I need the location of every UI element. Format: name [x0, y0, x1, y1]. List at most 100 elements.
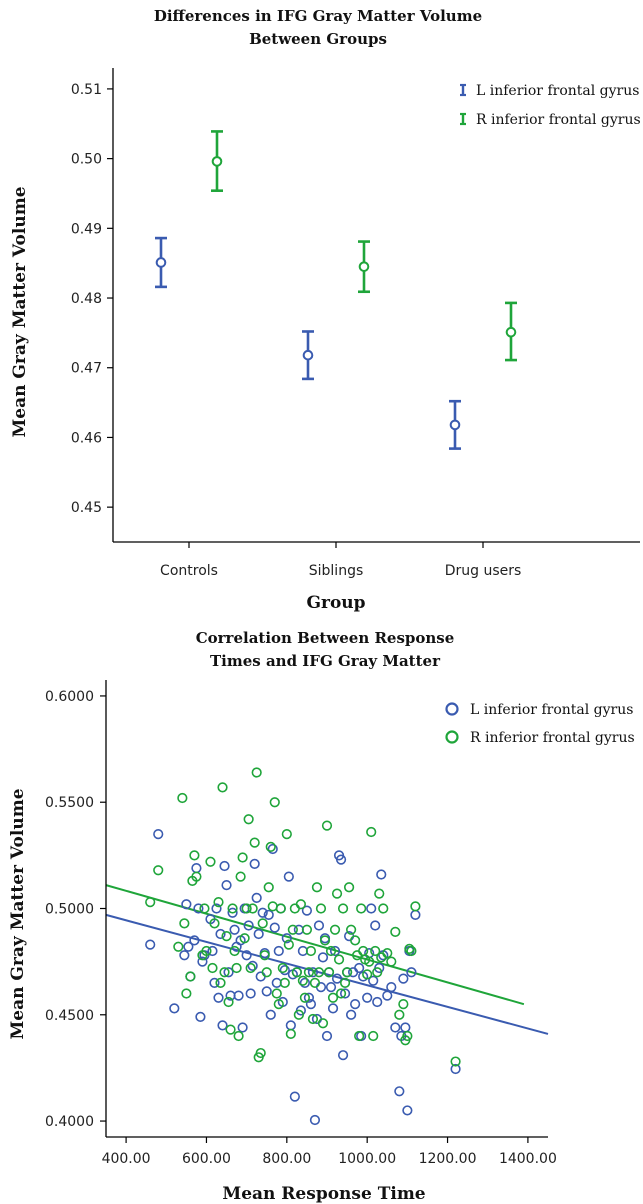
scatter-point-R-60: [301, 924, 313, 935]
chart2-legend-L-marker: [445, 702, 459, 716]
scatter-point-R-28: [237, 852, 248, 863]
scatter-point-R-107: [410, 901, 421, 912]
scatter-point-R-76: [333, 954, 345, 965]
chart2-x-title: Mean Response Time: [222, 1184, 425, 1204]
scatter-point-L-91: [366, 903, 377, 914]
chart2-x-tick-label-2: 800.00: [262, 1151, 311, 1167]
errorbar-mean-point: [505, 326, 517, 338]
scatter-point-R-29: [239, 933, 250, 944]
scatter-point-R-32: [245, 962, 256, 974]
scatter-point-R-38: [257, 918, 268, 929]
scatter-point-L-89: [362, 992, 373, 1003]
chart2-legend: L inferior frontal gyrus R inferior fron…: [445, 702, 635, 746]
scatter-point-L-2: [169, 1003, 180, 1014]
scatter-point-R-9: [191, 871, 202, 882]
scatter-point-R-69: [319, 935, 331, 946]
scatter-point-L-9: [193, 903, 204, 914]
scatter-point-R-53: [287, 924, 298, 935]
scatter-point-R-2: [173, 941, 184, 952]
scatter-point-R-5: [181, 988, 192, 999]
chart2-y-tick-label-2: 0.5000: [45, 902, 94, 918]
scatter-point-L-83: [346, 1009, 357, 1020]
scatter-point-R-104: [402, 1030, 413, 1042]
scatter-point-L-4: [181, 899, 192, 910]
scatter-point-L-80: [339, 988, 351, 999]
scatter-point-R-16: [213, 897, 224, 908]
scatter-point-L-43: [265, 1009, 276, 1020]
scatter-point-L-33: [245, 988, 256, 999]
scatter-point-R-26: [233, 1030, 244, 1042]
chart1-y-tick-label-0: 0.45: [71, 500, 102, 516]
chart2-title-line2: Times and IFG Gray Matter: [210, 652, 441, 670]
scatter-point-R-102: [398, 999, 409, 1010]
errorbar-mean-point: [302, 349, 314, 361]
chart1-y-tick-label-5: 0.50: [71, 152, 102, 168]
scatter-point-L-64: [307, 967, 319, 978]
scatter-point-L-75: [329, 945, 341, 957]
scatter-point-R-108: [450, 1056, 461, 1067]
scatter-point-R-13: [205, 856, 216, 867]
scatter-point-L-16: [211, 903, 222, 914]
scatter-point-R-77: [335, 988, 347, 999]
scatter-point-R-61: [303, 967, 315, 978]
scatter-point-L-34: [247, 960, 258, 971]
errorbar-mean-point: [155, 257, 167, 268]
scatter-point-L-10: [195, 1011, 206, 1023]
scatter-point-R-71: [323, 967, 335, 978]
scatter-point-L-35: [249, 858, 260, 869]
scatter-point-L-103: [398, 973, 409, 984]
chart1-y-ticks: 0.45 0.46 0.47 0.48 0.49 0.50 0.51: [71, 82, 113, 516]
scatter-point-R-65: [311, 882, 323, 893]
scatter-point-R-20: [221, 931, 232, 942]
scatter-point-L-62: [303, 992, 315, 1003]
scatter-point-L-11: [197, 956, 208, 967]
scatter-point-L-65: [309, 1114, 321, 1126]
scatter-point-R-92: [368, 1030, 379, 1042]
chart1-legend-L-marker: [460, 83, 466, 97]
chart1-errorbar-R-2: [505, 301, 517, 362]
chart2-legend-R-label: R inferior frontal gyrus: [470, 730, 635, 746]
scatter-point-R-41: [263, 882, 274, 893]
scatter-point-R-94: [372, 967, 383, 978]
scatter-point-L-51: [281, 933, 292, 944]
chart1-legend-R-marker: [460, 112, 466, 126]
chart2-legend-R-marker: [445, 730, 459, 744]
scatter-point-L-18: [215, 928, 226, 940]
chart2-x-tick-label-4: 1200.00: [419, 1151, 477, 1167]
scatter-point-R-90: [364, 956, 375, 967]
scatter-point-R-27: [235, 871, 246, 882]
scatter-point-L-85: [350, 999, 361, 1010]
scatter-point-R-42: [265, 841, 276, 852]
scatter-point-R-54: [289, 903, 300, 914]
scatter-point-R-44: [269, 797, 280, 808]
scatter-point-L-32: [243, 920, 254, 931]
chart2-x-ticks: 400.00 600.00 800.00 1000.00 1200.00 1400.00: [102, 1137, 557, 1167]
scatter-point-R-45: [271, 988, 282, 999]
scatter-point-L-3: [179, 950, 190, 961]
errorbar-mean-point: [358, 261, 370, 272]
scatter-point-L-71: [321, 1030, 333, 1042]
scatter-point-L-0: [145, 939, 156, 950]
scatter-point-L-105: [402, 1105, 413, 1116]
chart2-y-tick-label-4: 0.6000: [45, 689, 94, 705]
scatter-point-L-76: [331, 973, 343, 984]
scatter-point-R-57: [295, 899, 306, 910]
chart1-x-title: Group: [306, 593, 365, 613]
scatter-point-L-104: [400, 1022, 411, 1033]
scatter-point-L-42: [263, 909, 274, 920]
scatter-point-L-8: [191, 863, 202, 874]
scatter-point-L-53: [285, 1020, 296, 1031]
scatter-point-R-23: [227, 903, 238, 914]
scatter-point-L-25: [229, 924, 240, 935]
chart2-points: [145, 767, 461, 1126]
scatter-point-L-61: [301, 905, 313, 916]
chart2-y-title: Mean Gray Matter Volume: [8, 788, 28, 1039]
scatter-point-R-18: [217, 782, 228, 793]
errorbar-mean-point: [449, 419, 461, 431]
scatter-point-R-96: [376, 952, 387, 963]
scatter-point-L-22: [223, 967, 234, 978]
errorbar-mean-point: [211, 156, 223, 167]
scatter-point-R-68: [317, 1018, 329, 1029]
scatter-point-L-50: [279, 965, 290, 976]
